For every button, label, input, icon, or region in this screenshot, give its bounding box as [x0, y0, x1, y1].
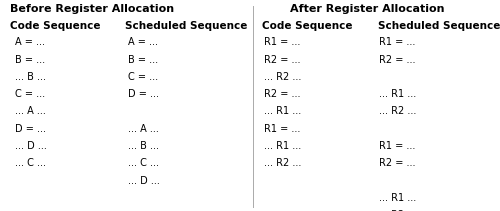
- Text: ... R1 ...: ... R1 ...: [379, 193, 416, 203]
- Text: Code Sequence: Code Sequence: [262, 21, 353, 31]
- Text: ... D ...: ... D ...: [15, 141, 47, 151]
- Text: ... R2 ...: ... R2 ...: [264, 72, 302, 82]
- Text: Before Register Allocation: Before Register Allocation: [10, 4, 174, 15]
- Text: Code Sequence: Code Sequence: [10, 21, 101, 31]
- Text: ... R2 ...: ... R2 ...: [379, 210, 416, 211]
- Text: R1 = ...: R1 = ...: [264, 37, 300, 47]
- Text: ... R1 ...: ... R1 ...: [379, 89, 416, 99]
- Text: B = ...: B = ...: [128, 54, 158, 65]
- Text: ... R1 ...: ... R1 ...: [264, 141, 301, 151]
- Text: ... A ...: ... A ...: [128, 124, 158, 134]
- Text: R1 = ...: R1 = ...: [264, 124, 300, 134]
- Text: C = ...: C = ...: [128, 72, 158, 82]
- Text: ... B ...: ... B ...: [15, 72, 46, 82]
- Text: ... R2 ...: ... R2 ...: [379, 106, 416, 116]
- Text: R2 = ...: R2 = ...: [379, 54, 416, 65]
- Text: ... B ...: ... B ...: [128, 141, 158, 151]
- Text: R1 = ...: R1 = ...: [379, 141, 416, 151]
- Text: D = ...: D = ...: [15, 124, 46, 134]
- Text: Scheduled Sequence: Scheduled Sequence: [378, 21, 500, 31]
- Text: ... C ...: ... C ...: [15, 158, 46, 168]
- Text: ... R2 ...: ... R2 ...: [264, 158, 302, 168]
- Text: R2 = ...: R2 = ...: [264, 89, 300, 99]
- Text: C = ...: C = ...: [15, 89, 45, 99]
- Text: ... D ...: ... D ...: [128, 176, 160, 186]
- Text: ... R1 ...: ... R1 ...: [264, 106, 301, 116]
- Text: Scheduled Sequence: Scheduled Sequence: [125, 21, 248, 31]
- Text: ... C ...: ... C ...: [128, 158, 158, 168]
- Text: R2 = ...: R2 = ...: [379, 158, 416, 168]
- Text: A = ...: A = ...: [128, 37, 158, 47]
- Text: R1 = ...: R1 = ...: [379, 37, 416, 47]
- Text: A = ...: A = ...: [15, 37, 45, 47]
- Text: B = ...: B = ...: [15, 54, 45, 65]
- Text: ... A ...: ... A ...: [15, 106, 46, 116]
- Text: D = ...: D = ...: [128, 89, 158, 99]
- Text: After Register Allocation: After Register Allocation: [290, 4, 445, 15]
- Text: R2 = ...: R2 = ...: [264, 54, 300, 65]
